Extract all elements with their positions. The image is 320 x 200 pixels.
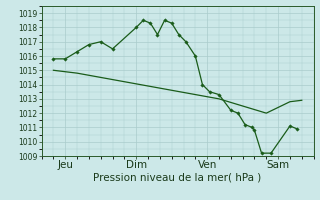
X-axis label: Pression niveau de la mer( hPa ): Pression niveau de la mer( hPa ): [93, 173, 262, 183]
